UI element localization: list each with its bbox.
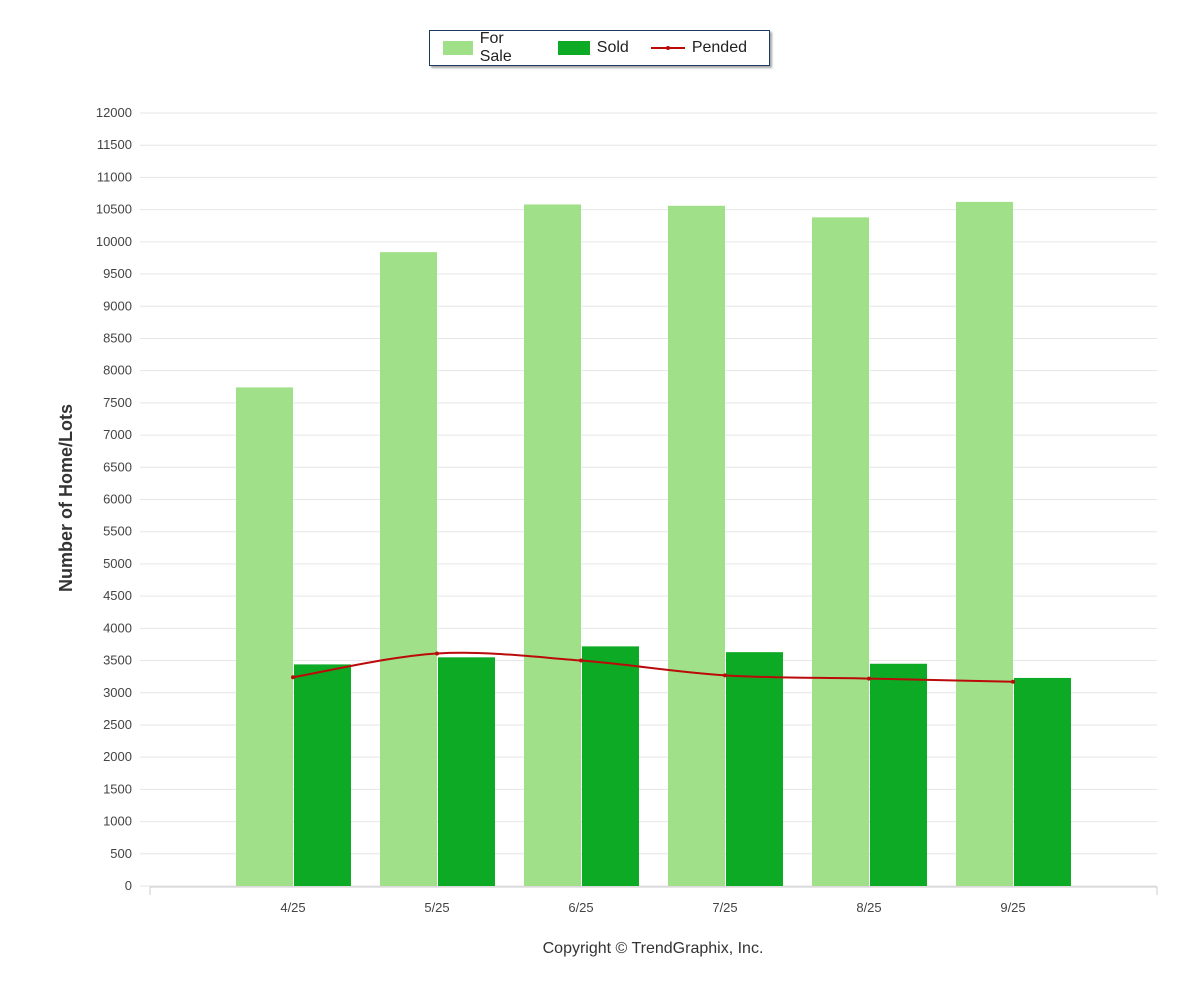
legend-label-for-sale: For Sale [479,30,512,65]
legend-item-for-sale[interactable]: For Sale [443,30,536,66]
bar-for-sale [236,387,293,886]
bar-for-sale [668,205,725,886]
y-tick-label: 10000 [96,234,132,249]
y-tick-label: 1000 [103,814,132,829]
y-tick-label: 10500 [96,202,132,217]
bar-for-sale [812,217,869,887]
x-tick-label: 9/25 [1000,900,1025,915]
bar-sold [726,652,783,886]
y-tick-label: 4000 [103,620,132,635]
x-tick-label: 7/25 [712,900,737,915]
legend-item-pended[interactable]: Pended [650,39,747,57]
pended-line [292,651,1014,683]
legend-swatch-sold [557,41,590,55]
bar-for-sale [524,204,581,886]
y-tick-label: 4500 [103,588,132,603]
pended-point [435,651,439,656]
pended-point [723,673,727,678]
y-tick-label: 3000 [103,685,132,700]
y-tick-label: 6500 [103,459,132,474]
legend-item-sold[interactable]: Sold [557,39,629,57]
x-tick-label: 8/25 [856,900,881,915]
y-tick-label: 5000 [103,556,132,571]
y-axis-label: Number of Home/Lots [56,404,76,592]
y-tick-label: 8500 [103,330,132,345]
chart-legend: For Sale Sold Pended [429,30,770,66]
y-tick-label: 7500 [103,395,132,410]
x-tick-label: 6/25 [568,900,593,915]
pended-point [579,658,583,663]
x-tick-label: 5/25 [424,900,449,915]
y-tick-label: 12000 [96,105,132,120]
y-tick-label: 6000 [103,492,132,507]
y-tick-label: 2000 [103,749,132,764]
bar-sold [582,646,639,886]
y-tick-label: 1500 [103,781,132,796]
pended-point [867,676,871,681]
x-tick-label: 4/25 [280,900,305,915]
bar-sold [870,663,927,886]
legend-label-pended: Pended [691,39,747,56]
y-tick-label: 11500 [97,137,132,152]
legend-label-sold: Sold [596,39,629,56]
bar-sold [294,664,351,886]
copyright-text: Copyright © TrendGraphix, Inc. [542,940,764,957]
legend-line-pended [650,41,685,55]
bar-for-sale [956,201,1013,886]
y-tick-label: 2500 [103,717,132,732]
y-tick-label: 3500 [103,653,132,668]
y-tick-label: 9500 [103,266,132,281]
y-tick-label: 5500 [103,524,132,539]
y-tick-label: 7000 [103,427,132,442]
bar-for-sale [380,252,437,886]
y-tick-label: 500 [110,846,132,861]
y-tick-label: 0 [125,878,132,893]
y-tick-label: 8000 [103,363,132,378]
bar-sold [1014,677,1071,886]
pended-point [1011,679,1015,684]
y-tick-label: 9000 [103,298,132,313]
bar-sold [438,657,495,886]
pended-point [291,675,295,680]
y-tick-label: 11000 [97,169,132,184]
legend-swatch-for-sale [443,41,473,55]
